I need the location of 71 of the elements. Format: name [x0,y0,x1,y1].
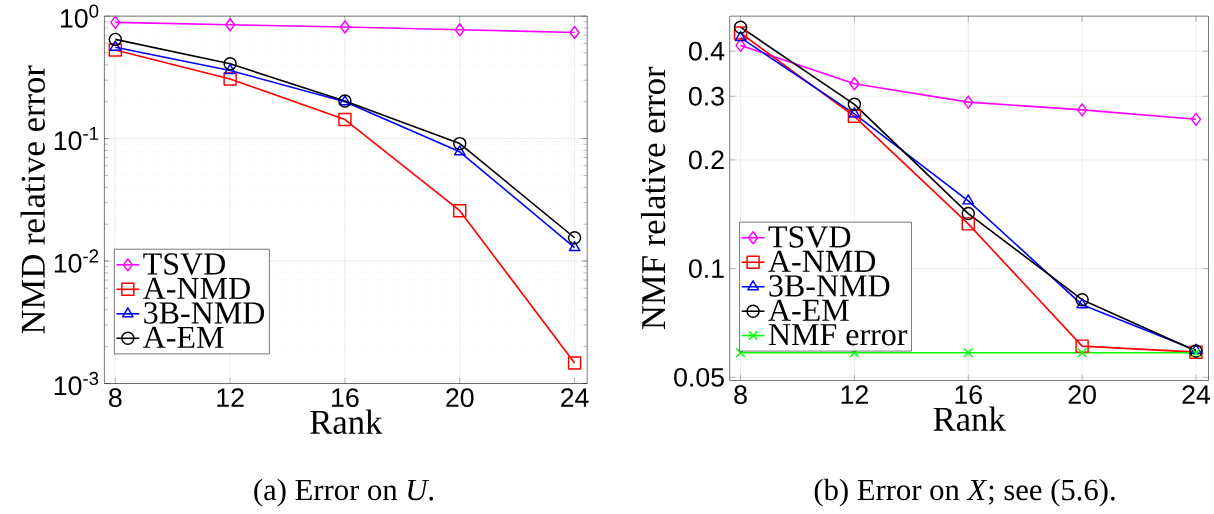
point [733,26,748,40]
point [963,95,974,109]
y-tick-label: 10$^{-2}$ [54,249,99,273]
legend-label: A-NMD [143,277,250,299]
point [453,145,466,156]
y-tick-label: 0.4 [688,41,725,61]
point [1075,292,1089,307]
legend-label: TSVD [143,253,225,275]
point [735,38,746,53]
x-tick-label: 12 [217,388,244,407]
point [963,347,974,358]
point [224,18,236,32]
point [1076,103,1088,117]
point [453,136,467,151]
x-tick-label: 16 [332,388,359,408]
point [961,206,975,221]
text: (b) Error on X; see (5.6). [814,478,1115,507]
point [567,356,582,370]
point [224,63,237,75]
point [568,240,581,252]
y-tick-label: 10$^{-1}$ [54,127,99,151]
y-tick-label: 0.3 [688,86,724,106]
y-axis-title: NMF relative error [640,66,666,330]
x-tick-label: 20 [446,388,474,408]
x-tick-label: 8 [109,388,122,408]
point [847,97,862,112]
y-tick-label: 10$^{-3}$ [54,371,99,396]
point [453,203,467,218]
legend-label: 3B-NMD [144,302,265,324]
legend-label: A-EM [768,299,849,321]
legend-label: 3B-NMD [769,275,890,297]
point [849,76,860,91]
point [454,22,465,37]
x-tick-label: 24 [1182,385,1211,404]
point [1075,339,1089,353]
point [848,107,861,118]
y-tick-label: 0.2 [688,150,724,170]
x-tick-label: 24 [561,388,589,407]
y-axis-title: NMD relative error [20,65,45,334]
x-tick-label: 8 [734,385,747,405]
legend-label: A-NMD [768,250,876,272]
legend-label: TSVD [768,226,851,248]
point [338,112,352,127]
y-tick-label: 0.05 [674,367,724,387]
point [108,43,123,57]
point [1190,112,1202,127]
point [1076,298,1089,309]
point [1077,347,1088,358]
point [223,57,237,71]
point [847,109,862,124]
y-tick-label: 0.1 [688,259,724,279]
point [108,32,123,47]
text: (a) Error on U. [254,478,434,507]
point [223,72,237,86]
point [569,25,580,40]
legend-label: A-EM [143,326,224,348]
x-axis-title: Rank [310,409,383,434]
x-tick-label: 16 [955,385,982,405]
legend-label: NMF error [768,324,908,346]
point [962,194,975,205]
x-tick-label: 12 [841,385,868,404]
x-tick-label: 20 [1068,385,1096,405]
point [734,30,747,42]
y-tick-label: 10$^{0}$ [61,4,99,28]
x-axis-title: Rank [933,406,1006,431]
point [109,40,122,51]
point [961,217,975,231]
point [339,20,351,34]
point [110,15,121,30]
point [567,231,582,245]
point [733,20,748,34]
